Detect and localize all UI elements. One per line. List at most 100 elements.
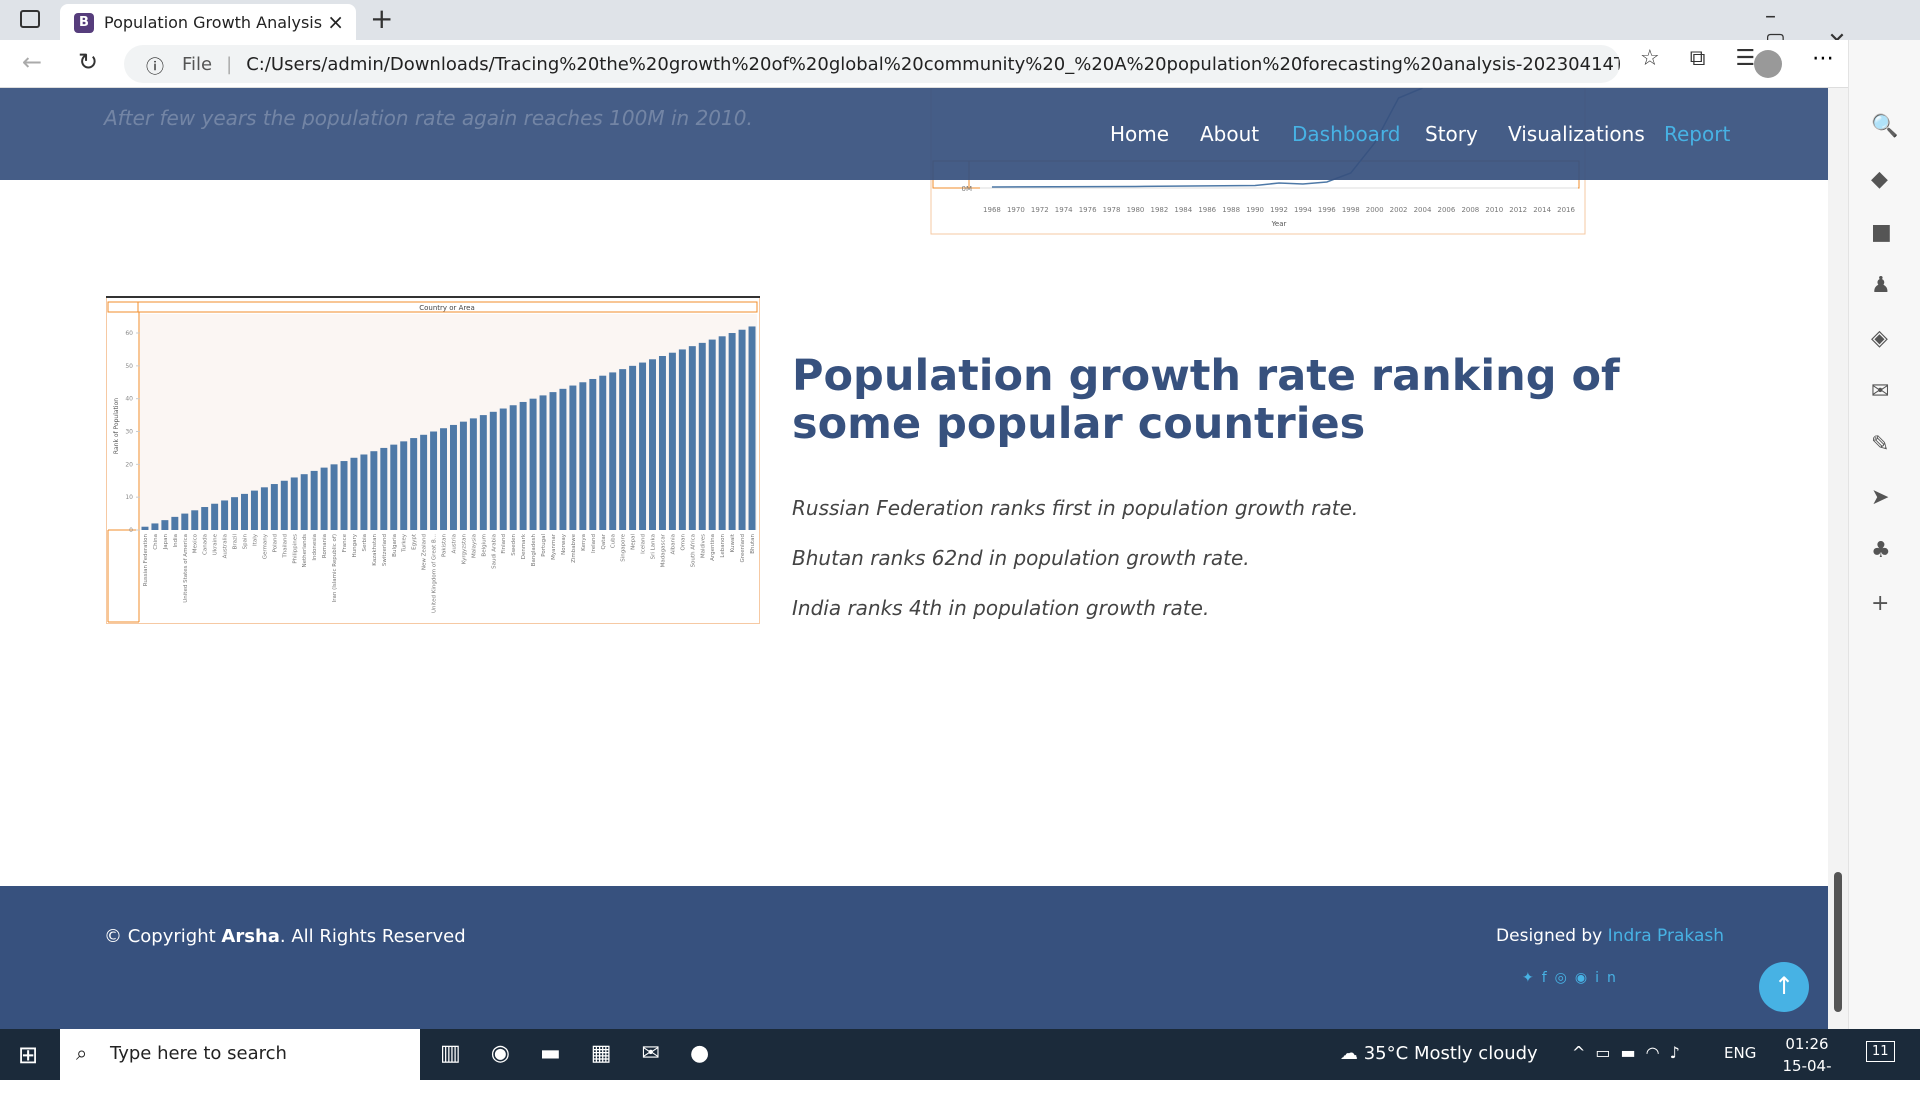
weather-temp: 35°C (1363, 1043, 1409, 1064)
x-tick-label: 1990 (1246, 206, 1264, 214)
designed-by: Designed by (1496, 926, 1603, 946)
bar (559, 388, 567, 530)
file-label: File (182, 54, 213, 75)
chart-title: Country or Area (419, 304, 475, 312)
designed: Designed by Indra Prakash (1496, 926, 1724, 946)
bar-chart: Country or Area 0 10 20 30 40 50 60 Rank of Popu… (106, 296, 760, 624)
nav-link[interactable]: Dashboard (1292, 122, 1401, 146)
x-tick-label: Spain (242, 533, 248, 549)
x-tick-label: Finland (501, 534, 507, 554)
x-tick-label: Oman (680, 533, 686, 550)
x-tick-label: Turkey (402, 533, 408, 553)
nav-link[interactable]: Report (1664, 122, 1731, 146)
bar (658, 355, 666, 530)
bar (151, 523, 159, 530)
x-tick-label: Malaysia (471, 534, 477, 558)
nav-link[interactable]: Story (1425, 122, 1478, 146)
x-tick-label: 1998 (1342, 206, 1360, 214)
taskbar-apps[interactable]: ▥◉▬▦✉● (440, 1041, 740, 1066)
x-tick-label: Pakistan (442, 533, 448, 557)
y-axis-label: Rank of Population (113, 398, 120, 454)
nav-link[interactable]: About (1200, 122, 1260, 146)
bar (489, 411, 497, 530)
bar (390, 444, 398, 530)
back-to-top[interactable]: ↑ (1759, 962, 1809, 1012)
x-tick-label: Kazakhstan (372, 533, 378, 565)
tab-title: Population Growth Analysis (104, 13, 323, 32)
header: After few years the population rate agai… (0, 88, 1828, 180)
profile[interactable] (1754, 50, 1782, 78)
nav-link[interactable]: Visualizations (1508, 122, 1645, 146)
section-title: Population growth rate ranking of some p… (792, 351, 1620, 449)
x-tick-label: Kyrgyzstan (461, 533, 467, 564)
designer[interactable]: Indra Prakash (1607, 926, 1724, 946)
x-tick-label: 1970 (1007, 206, 1025, 214)
tab-actions[interactable] (20, 10, 40, 28)
bar (738, 329, 746, 530)
reload[interactable]: ↻ (78, 48, 99, 76)
search-text: Type here to search (110, 1043, 287, 1064)
faded-text: After few years the population rate agai… (104, 106, 753, 130)
weather[interactable]: ☁ 35°C Mostly cloudy (1340, 1043, 1538, 1064)
search-box[interactable]: ⌕ Type here to search (60, 1029, 420, 1080)
x-tick-label: 1968 (983, 206, 1001, 214)
bar (360, 454, 368, 530)
back[interactable]: ← (22, 48, 43, 76)
menu[interactable]: ⋯ (1812, 46, 1834, 71)
social-icons[interactable]: ✦f◎◉in (1522, 970, 1624, 986)
x-tick-label: 1988 (1222, 206, 1240, 214)
tab[interactable]: B Population Growth Analysis × (60, 4, 356, 40)
bar (449, 424, 457, 530)
new-tab[interactable]: + (370, 2, 394, 35)
start[interactable]: ⊞ (18, 1041, 39, 1069)
notifications[interactable]: 11 (1866, 1041, 1895, 1062)
x-tick-label: United Kingdom of Great B... (432, 534, 438, 613)
scrollbar[interactable] (1828, 88, 1848, 1029)
bar (280, 480, 288, 530)
tab-close[interactable]: × (327, 10, 344, 34)
y-tick-label: 40 (125, 396, 133, 403)
x-tick-label: 1994 (1294, 206, 1312, 214)
toolbar[interactable]: ☆⧉☰ (1640, 46, 1786, 71)
favicon: B (74, 13, 94, 33)
bar (231, 497, 239, 530)
nav-link[interactable]: Home (1110, 122, 1170, 146)
sidebar-icons[interactable]: 🔍 ◆ ■ ♟ ◈ ✉ ✎ ➤ ♣ + (1871, 114, 1899, 616)
bar (201, 507, 209, 530)
x-tick-label: France (342, 533, 348, 552)
x-tick-label: Thailand (282, 534, 288, 559)
bar (698, 342, 706, 530)
bar (270, 484, 278, 530)
x-tick-label: Albania (670, 534, 676, 555)
y-tick-label: 0 (129, 527, 133, 534)
x-tick-label: 2010 (1485, 206, 1503, 214)
bar (260, 487, 268, 530)
tray[interactable]: ^▭▬◠♪ (1572, 1043, 1690, 1062)
url-box[interactable]: ⓘ File | C:/Users/admin/Downloads/Tracing%2… (124, 45, 1620, 83)
x-tick-label: 1984 (1174, 206, 1192, 214)
copyright-suffix: . All Rights Reserved (279, 926, 466, 947)
bar (380, 447, 388, 530)
x-tick-label: Lebanon (720, 533, 726, 557)
x-tick-label: Switzerland (382, 534, 388, 566)
x-tick-label: Greenland (740, 534, 746, 563)
bar (579, 382, 587, 530)
x-tick-label: Italy (252, 533, 258, 546)
y-tick-label: 0M (962, 185, 973, 193)
scroll-thumb[interactable] (1834, 872, 1842, 1012)
x-tick-label: Bulgaria (392, 534, 398, 557)
paragraph: Bhutan ranks 62nd in population growth r… (792, 546, 1250, 570)
bar (241, 493, 248, 530)
x-tick-label: Russian Federation (143, 533, 149, 586)
bar (649, 359, 656, 530)
x-tick-label: 1974 (1055, 206, 1073, 214)
x-tick-label: 2000 (1366, 206, 1384, 214)
bar (499, 408, 507, 530)
bar (639, 362, 647, 530)
info-icon: ⓘ (146, 57, 164, 78)
x-tick-label: 2004 (1414, 206, 1432, 214)
x-tick-label: 2016 (1557, 206, 1575, 214)
weather-text: Mostly cloudy (1413, 1043, 1538, 1064)
x-tick-label: Cuba (611, 534, 617, 548)
bar (728, 333, 736, 530)
